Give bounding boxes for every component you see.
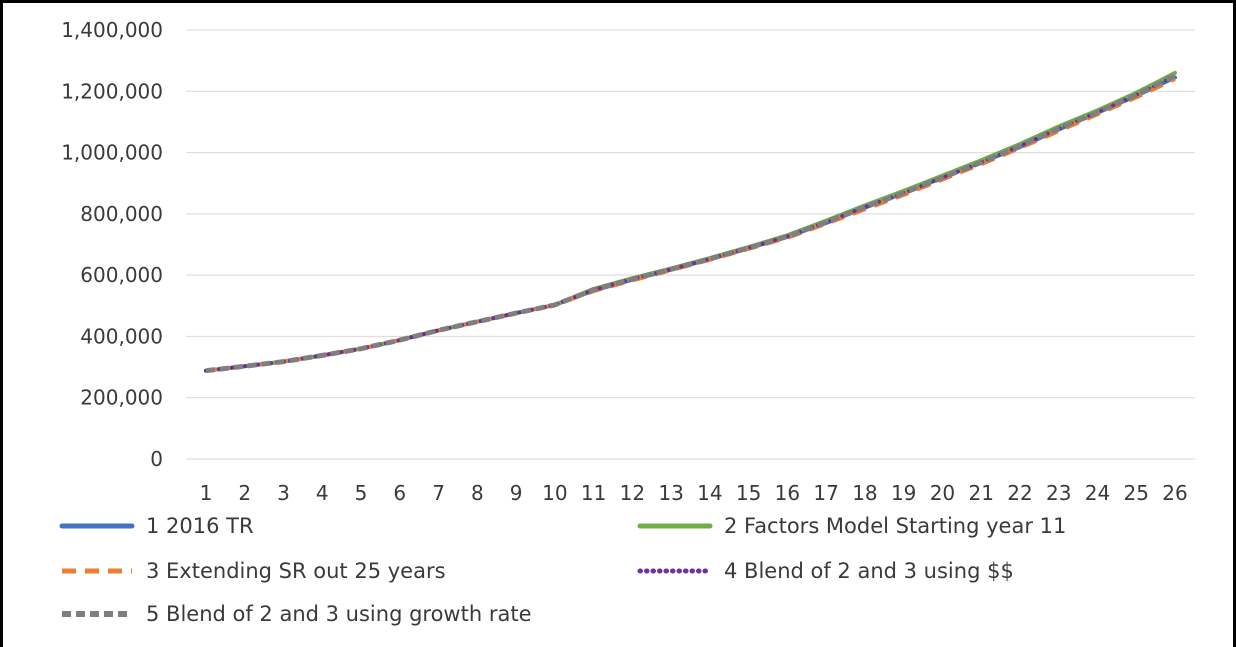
x-tick-label: 26 — [1162, 481, 1187, 505]
legend-label: 5 Blend of 2 and 3 using growth rate — [146, 602, 532, 626]
x-tick-label: 4 — [316, 481, 329, 505]
y-tick-label: 1,000,000 — [61, 141, 163, 165]
x-tick-label: 24 — [1085, 481, 1110, 505]
x-tick-label: 25 — [1124, 481, 1149, 505]
x-tick-label: 5 — [355, 481, 368, 505]
x-tick-label: 18 — [852, 481, 877, 505]
y-tick-label: 200,000 — [80, 386, 163, 410]
y-tick-label: 1,400,000 — [61, 18, 163, 42]
x-tick-label: 20 — [930, 481, 955, 505]
x-tick-label: 13 — [658, 481, 683, 505]
legend-item-4: 4 Blend of 2 and 3 using $$ — [637, 559, 1014, 583]
x-tick-label: 22 — [1007, 481, 1032, 505]
series-line-4 — [204, 74, 1177, 373]
legend-item-2: 2 Factors Model Starting year 11 — [637, 514, 1066, 538]
legend-label: 3 Extending SR out 25 years — [146, 559, 446, 583]
y-axis-tick-labels: 0 200,000 400,000 600,000 800,000 1,000,000 1,… — [61, 18, 163, 471]
series-line-1 — [204, 75, 1177, 373]
series-line-2 — [204, 70, 1177, 373]
x-tick-label: 21 — [968, 481, 993, 505]
x-tick-label: 19 — [891, 481, 916, 505]
x-tick-label: 14 — [697, 481, 722, 505]
x-tick-label: 10 — [542, 481, 567, 505]
legend: 1 2016 TR 2 Factors Model Starting year 1… — [59, 514, 1066, 626]
legend-item-5: 5 Blend of 2 and 3 using growth rate — [62, 602, 532, 626]
x-tick-label: 6 — [393, 481, 406, 505]
x-tick-label: 8 — [471, 481, 484, 505]
legend-label: 4 Blend of 2 and 3 using $$ — [724, 559, 1014, 583]
legend-label: 1 2016 TR — [146, 514, 254, 538]
series-lines — [204, 70, 1177, 374]
x-tick-label: 7 — [432, 481, 445, 505]
x-axis-tick-labels: 1 2 3 4 5 6 7 8 9 10 11 12 13 14 15 16 17 18 19 20 21 22 23 24 2… — [200, 481, 1188, 505]
x-tick-label: 11 — [581, 481, 606, 505]
x-tick-label: 2 — [238, 481, 251, 505]
series-line-5 — [205, 73, 1177, 374]
legend-label: 2 Factors Model Starting year 11 — [724, 514, 1066, 538]
x-tick-label: 16 — [775, 481, 800, 505]
y-tick-label: 800,000 — [80, 202, 163, 226]
legend-item-1: 1 2016 TR — [59, 514, 254, 538]
y-tick-label: 600,000 — [80, 263, 163, 287]
x-tick-label: 1 — [200, 481, 213, 505]
x-tick-label: 3 — [277, 481, 290, 505]
x-tick-label: 12 — [620, 481, 645, 505]
x-tick-label: 15 — [736, 481, 761, 505]
gridlines — [186, 29, 1195, 460]
y-tick-label: 1,200,000 — [61, 79, 163, 103]
x-tick-label: 23 — [1046, 481, 1071, 505]
y-tick-label: 0 — [150, 447, 163, 471]
x-tick-label: 9 — [510, 481, 523, 505]
y-tick-label: 400,000 — [80, 324, 163, 348]
legend-item-3: 3 Extending SR out 25 years — [62, 559, 446, 583]
series-line-3 — [205, 77, 1176, 373]
x-tick-label: 17 — [813, 481, 838, 505]
